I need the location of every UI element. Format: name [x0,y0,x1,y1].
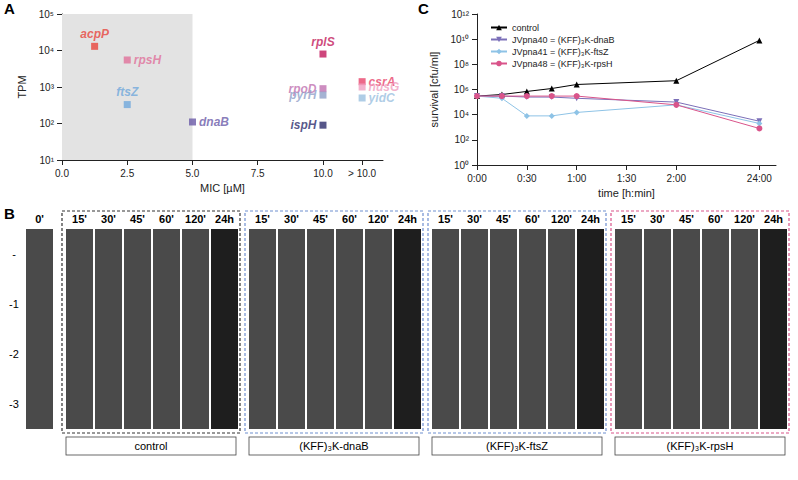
svg-text:15': 15' [72,213,87,225]
svg-text:60': 60' [525,213,540,225]
svg-text:survival [cfu/ml]: survival [cfu/ml] [428,52,440,128]
svg-text:45': 45' [313,213,328,225]
svg-text:-: - [12,248,16,260]
svg-text:120': 120' [551,213,572,225]
svg-text:0.0: 0.0 [55,168,69,179]
svg-text:1:30: 1:30 [617,173,637,184]
svg-text:pyrH: pyrH [288,88,317,102]
svg-text:-3: -3 [9,398,19,410]
svg-text:10²: 10² [40,118,55,129]
svg-text:JVpna41 = (KFF)₃K-ftsZ: JVpna41 = (KFF)₃K-ftsZ [512,47,609,57]
svg-text:24h: 24h [215,213,234,225]
svg-text:10²: 10² [455,134,470,145]
svg-text:24:00: 24:00 [747,173,772,184]
svg-text:MIC [µM]: MIC [µM] [200,182,245,194]
svg-text:(KFF)₃K-rpsH: (KFF)₃K-rpsH [667,440,734,452]
svg-text:ftsZ: ftsZ [116,85,139,99]
svg-text:120': 120' [368,213,389,225]
svg-text:10¹: 10¹ [40,155,55,166]
svg-text:10⁶: 10⁶ [454,84,469,95]
svg-text:2.5: 2.5 [120,168,134,179]
svg-text:30': 30' [284,213,299,225]
svg-text:control: control [512,23,539,33]
svg-text:acpP: acpP [80,27,110,41]
svg-text:10¹²: 10¹² [451,9,469,20]
html-text:C: C [418,0,429,17]
svg-text:30': 30' [467,213,482,225]
svg-text:ispH: ispH [290,118,316,132]
svg-text:120': 120' [734,213,755,225]
svg-text:45': 45' [496,213,511,225]
svg-text:10⁴: 10⁴ [39,45,54,56]
svg-text:JVpna40 = (KFF)₃K-dnaB: JVpna40 = (KFF)₃K-dnaB [512,35,614,45]
svg-text:45': 45' [679,213,694,225]
svg-text:time [h:min]: time [h:min] [598,187,655,199]
svg-text:10⁵: 10⁵ [39,9,54,20]
svg-text:JVpna48 = (KFF)₃K-rpsH: JVpna48 = (KFF)₃K-rpsH [512,59,612,69]
svg-text:B: B [4,205,15,222]
svg-text:TPM: TPM [16,75,28,98]
svg-text:24h: 24h [764,213,783,225]
svg-text:0': 0' [35,213,44,225]
svg-text:2:00: 2:00 [667,173,687,184]
svg-text:7.5: 7.5 [251,168,265,179]
svg-text:10⁸: 10⁸ [454,59,469,70]
svg-text:60': 60' [342,213,357,225]
svg-text:rpsH: rpsH [134,53,162,67]
svg-text:nusG: nusG [368,80,400,94]
svg-text:45': 45' [130,213,145,225]
svg-text:10⁰: 10⁰ [454,160,469,171]
svg-text:30': 30' [650,213,665,225]
svg-text:-2: -2 [9,348,19,360]
svg-text:15': 15' [255,213,270,225]
svg-text:0:00: 0:00 [467,173,487,184]
svg-text:15': 15' [438,213,453,225]
svg-text:60': 60' [708,213,723,225]
svg-text:15': 15' [621,213,636,225]
svg-text:> 10.0: > 10.0 [348,168,377,179]
svg-text:yidC: yidC [368,91,395,105]
svg-text:control: control [134,440,167,452]
svg-text:1:00: 1:00 [567,173,587,184]
svg-text:(KFF)₃K-dnaB: (KFF)₃K-dnaB [299,440,368,452]
svg-text:10¹⁰: 10¹⁰ [451,34,469,45]
svg-text:120': 120' [185,213,206,225]
svg-text:10³: 10³ [40,82,55,93]
svg-text:24h: 24h [581,213,600,225]
svg-text:30': 30' [101,213,116,225]
svg-text:10.0: 10.0 [313,168,333,179]
svg-text:60': 60' [159,213,174,225]
svg-text:24h: 24h [398,213,417,225]
svg-text:rplS: rplS [311,35,334,49]
svg-text:10⁴: 10⁴ [454,109,469,120]
svg-text:0:30: 0:30 [517,173,537,184]
html-text:A: A [4,0,15,17]
svg-text:(KFF)₃K-ftsZ: (KFF)₃K-ftsZ [486,440,548,452]
svg-text:5.0: 5.0 [186,168,200,179]
svg-text:dnaB: dnaB [199,115,229,129]
svg-text:-1: -1 [9,298,19,310]
